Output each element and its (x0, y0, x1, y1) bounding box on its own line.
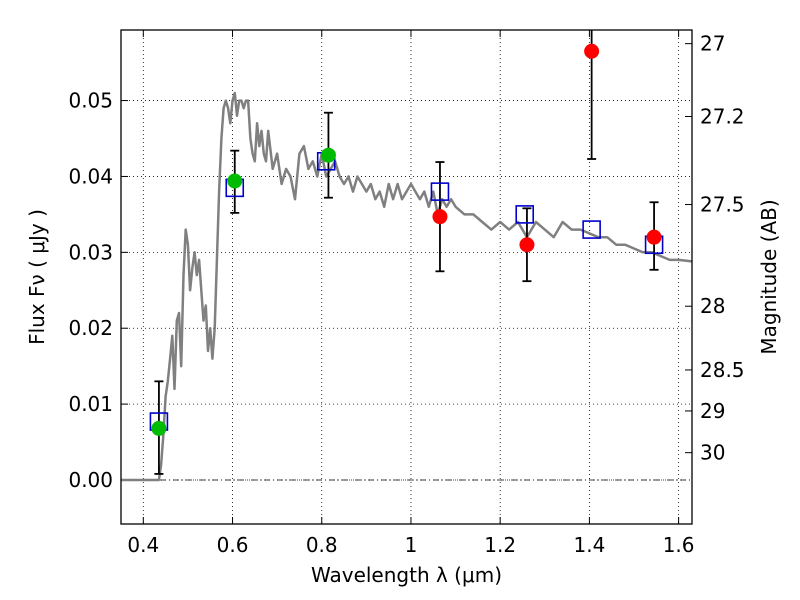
mag-tick-label: 28 (700, 294, 725, 318)
grid (121, 30, 692, 524)
model-spectrum-layer (121, 91, 693, 482)
x-tick-label: 1.4 (573, 533, 605, 557)
red-point (519, 237, 535, 253)
mag-tick-label: 27.2 (700, 105, 745, 129)
model-photometry-square (515, 205, 535, 224)
points-layer (149, 43, 664, 436)
red-point (646, 229, 662, 245)
x-tick-label: 1.2 (484, 533, 516, 557)
y-axis-label: Flux Fν ( μJy ) (25, 209, 49, 345)
x-tick-label: 0.8 (306, 533, 338, 557)
y-tick-label: 0.05 (68, 89, 113, 113)
mag-tick-label: 28.5 (700, 358, 745, 382)
error-bars-layer (154, 30, 659, 475)
y-tick-label: 0.03 (68, 240, 113, 264)
green-point (320, 147, 336, 163)
plot-frame (120, 29, 693, 525)
model-photometry-square (582, 220, 601, 239)
red-point (432, 209, 448, 225)
x-tick-label: 1 (405, 533, 418, 557)
y-tick-label: 0.01 (68, 392, 113, 416)
x-tick-label: 0.6 (217, 533, 249, 557)
x-tick-label: 1.6 (663, 533, 695, 557)
mag-tick-label: 30 (700, 441, 725, 465)
mag-tick-label: 29 (700, 399, 725, 423)
mag-tick-label: 27 (700, 32, 725, 56)
x-axis-label: Wavelength λ (μm) (311, 563, 502, 587)
model-photometry-square (430, 182, 450, 201)
red-point (584, 43, 600, 59)
y-tick-label: 0.04 (68, 164, 113, 188)
y-tick-label: 0.02 (68, 316, 113, 340)
right-axis-label: Magnitude (AB) (757, 199, 781, 354)
mag-tick-label: 27.5 (700, 193, 745, 217)
green-point (151, 420, 167, 436)
axis-ticks: 0.4 0.6 0.8 1 1.2 1.4 1.6 0.00 0.01 0.02 0.03 0.04 0… (68, 30, 745, 557)
model-spectrum-line (121, 91, 693, 482)
x-tick-label: 0.4 (127, 533, 159, 557)
y-tick-label: 0.00 (68, 468, 113, 492)
green-point (227, 173, 243, 189)
